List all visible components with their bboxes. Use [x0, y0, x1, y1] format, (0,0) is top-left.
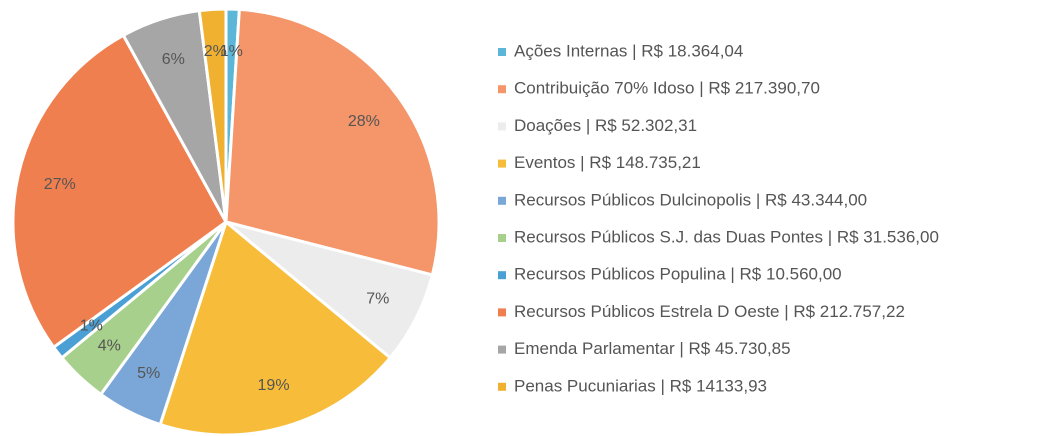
legend-label: Contribuição 70% Idoso | R$ 217.390,70: [514, 79, 820, 98]
slice-label: 5%: [137, 365, 160, 382]
legend-swatch: [498, 382, 506, 391]
slice-label: 6%: [162, 51, 185, 68]
legend-label: Recursos Públicos Populina | R$ 10.560,0…: [514, 265, 842, 284]
pie-slice: [11, 33, 228, 350]
legend-label: Ações Internas | R$ 18.364,04: [514, 41, 743, 60]
legend-label: Doações | R$ 52.302,31: [514, 116, 697, 135]
legend-label: Recursos Públicos Dulcinopolis | R$ 43.3…: [514, 190, 867, 209]
slice-label: 1%: [220, 43, 243, 60]
slice-label: 27%: [44, 176, 76, 193]
legend-swatch: [498, 234, 506, 242]
slice-label: 28%: [348, 113, 380, 130]
legend-swatch: [498, 308, 506, 317]
legend-label: Emenda Parlamentar | R$ 45.730,85: [514, 339, 791, 358]
slice-label: 7%: [366, 291, 389, 308]
legend-label: Penas Pucuniarias | R$ 14133,93: [514, 376, 767, 395]
legend-swatch: [498, 85, 506, 94]
pie-slice: [197, 7, 228, 223]
pie-slice: [224, 7, 441, 277]
slice-label: 2%: [204, 43, 227, 60]
legend-swatch: [498, 48, 506, 56]
legend-label: Eventos | R$ 148.735,21: [514, 153, 701, 172]
legend-label: Recursos Públicos S.J. das Duas Pontes |…: [514, 227, 939, 246]
legend-swatch: [498, 159, 506, 168]
slice-label: 1%: [80, 318, 103, 335]
slice-label: 4%: [98, 337, 121, 354]
legend-label: Recursos Públicos Estrela D Oeste | R$ 2…: [514, 302, 905, 321]
legend-swatch: [498, 196, 506, 205]
legend-swatch: [498, 122, 506, 131]
legend-swatch: [498, 271, 506, 280]
slice-label: 19%: [258, 377, 290, 394]
legend-swatch: [498, 345, 506, 354]
pie-slice: [158, 219, 393, 436]
